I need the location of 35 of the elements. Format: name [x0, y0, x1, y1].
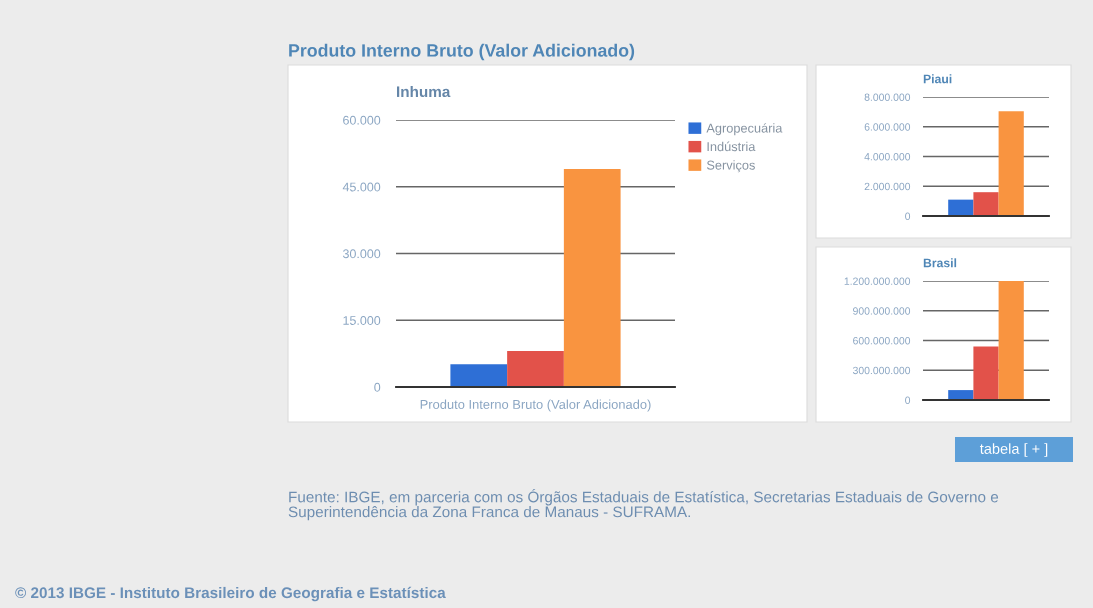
bar [948, 199, 974, 216]
bar [563, 168, 621, 387]
x-axis-title: Produto Interno Bruto (Valor Adicionado) [420, 399, 651, 412]
chart-title: Brasil [923, 258, 957, 268]
legend-label: Indústria [707, 141, 756, 152]
chart-title: Produto Interno Bruto (Valor Adicionado) [289, 43, 635, 61]
y-tick-label: 45.000 [342, 182, 381, 192]
chart-subtitle: Inhuma [397, 85, 451, 98]
source-note: Fuente: IBGE, em parceria com os Órgãos Estaduais de Estatística, Secretarias Estaduais de Governo e Superintendência da Zona Franca de Manaus - SUFRAMA. [288, 489, 999, 521]
text: tabela [ + ] [979, 443, 1048, 457]
bar [998, 281, 1024, 400]
legend-label: Agropecuária [706, 123, 783, 136]
bar [998, 111, 1024, 216]
y-tick-label: 900.000.000 [853, 307, 911, 315]
legend-label: Serviços [706, 160, 755, 173]
bar [948, 390, 974, 400]
text: © 2013 IBGE - Instituto Brasileiro de Geografia e Estatística [15, 586, 446, 602]
chart-title: Piaui [923, 74, 952, 84]
bar [507, 350, 564, 387]
bar [973, 192, 999, 216]
y-tick-label: 15.000 [343, 316, 381, 325]
y-tick-label: 60.000 [343, 115, 381, 125]
y-tick-label: 4.000.000 [864, 153, 911, 161]
y-tick-label: 0 [905, 212, 911, 220]
y-tick-label: 6.000.000 [864, 123, 911, 131]
y-tick-label: 300.000.000 [852, 366, 911, 375]
y-tick-label: 600.000.000 [853, 337, 911, 345]
y-tick-label: 1.200.000.000 [844, 277, 911, 285]
y-tick-label: 0 [374, 382, 381, 392]
y-tick-label: 8.000.000 [864, 93, 911, 101]
y-tick-label: 0 [905, 396, 911, 404]
y-tick-label: 2.000.000 [864, 182, 911, 191]
bar [450, 364, 508, 387]
bar [973, 346, 999, 400]
y-tick-label: 30.000 [342, 249, 381, 259]
